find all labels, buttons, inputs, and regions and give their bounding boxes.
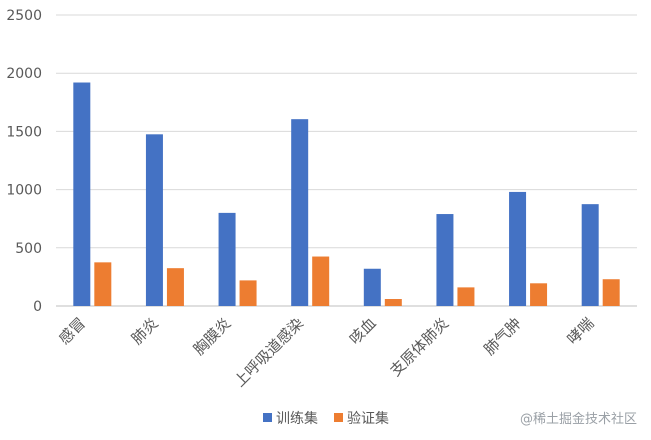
bar-val <box>602 279 620 306</box>
gridlines <box>56 14 637 307</box>
category-label: 感冒 <box>55 314 89 348</box>
bar-val <box>530 283 548 306</box>
y-axis-tick-labels: 0 500 1000 1500 2000 2500 <box>6 8 42 315</box>
bar-val <box>239 280 257 306</box>
legend-swatch-train <box>263 413 272 422</box>
y-tick-label: 1500 <box>6 124 42 140</box>
bar-val <box>312 256 330 306</box>
legend-label-train: 训练集 <box>276 410 318 427</box>
bar-train <box>145 134 163 306</box>
bar-val <box>166 268 184 306</box>
legend-label-val: 验证集 <box>347 410 389 427</box>
category-label: 肺气肿 <box>480 314 525 359</box>
category-label: 胸膜炎 <box>190 314 235 359</box>
category-label: 支原体肺炎 <box>386 314 452 380</box>
legend: 训练集 验证集 <box>263 410 389 427</box>
category-label: 肺炎 <box>128 314 162 348</box>
y-tick-label: 2500 <box>6 8 42 24</box>
y-tick-label: 500 <box>15 241 42 257</box>
bar-val <box>457 287 475 306</box>
bar-train <box>291 119 309 306</box>
legend-swatch-val <box>334 413 343 422</box>
category-label: 咳血 <box>346 314 380 348</box>
category-label: 哮喘 <box>564 314 598 348</box>
category-label: 上呼吸道感染 <box>231 314 307 390</box>
bar-train <box>73 82 91 307</box>
y-tick-label: 0 <box>33 299 42 315</box>
bar-val <box>384 299 402 306</box>
bar-train <box>363 268 381 306</box>
y-tick-label: 2000 <box>6 66 42 82</box>
watermark: @稀土掘金技术社区 <box>520 411 637 427</box>
bar-train <box>509 191 527 306</box>
y-tick-label: 1000 <box>6 183 42 199</box>
bar-train <box>218 212 236 306</box>
bars <box>73 82 620 307</box>
bar-train <box>436 214 454 306</box>
bar-val <box>94 262 112 306</box>
bar-train <box>581 204 599 306</box>
